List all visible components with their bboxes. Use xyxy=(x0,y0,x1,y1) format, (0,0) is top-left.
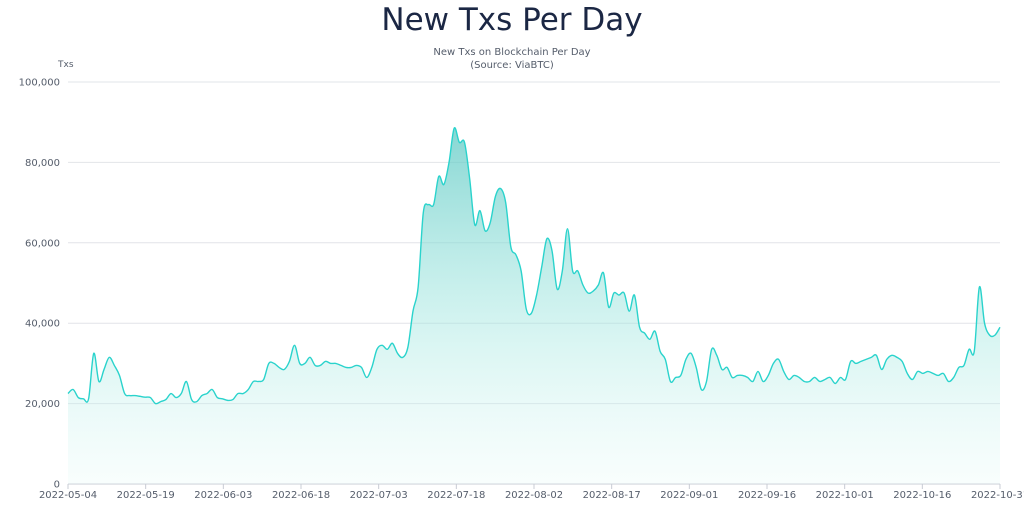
x-tick-label: 2022-07-03 xyxy=(350,490,408,501)
chart-subtitle-line-2: (Source: ViaBTC) xyxy=(470,60,554,71)
chart-subtitle: New Txs on Blockchain Per Day (Source: V… xyxy=(0,46,1024,72)
chart-title: New Txs Per Day xyxy=(381,2,643,38)
series-line xyxy=(67,127,1001,405)
y-tick-label: 60,000 xyxy=(25,238,60,249)
x-tick-label: 2022-09-16 xyxy=(738,490,796,501)
x-tick-label: 2022-05-04 xyxy=(39,490,97,501)
x-tick-label: 2022-06-03 xyxy=(194,490,252,501)
series-area xyxy=(68,127,1000,484)
x-tick-label: 2022-10-16 xyxy=(893,490,951,501)
y-axis: 0 20,000 40,000 60,000 80,000 100,000 xyxy=(19,78,60,491)
x-tick-label: 2022-10-31 xyxy=(971,490,1024,501)
chart-subtitle-line-1: New Txs on Blockchain Per Day xyxy=(433,47,591,58)
y-axis-label: Txs xyxy=(57,60,74,70)
y-tick-label: 100,000 xyxy=(19,78,60,89)
x-tick-label: 2022-08-02 xyxy=(505,490,563,501)
y-tick-label: 0 xyxy=(54,480,60,491)
y-tick-label: 40,000 xyxy=(25,319,60,330)
x-tick-label: 2022-06-18 xyxy=(272,490,330,501)
x-tick-label: 2022-09-01 xyxy=(660,490,718,501)
x-tick-label: 2022-10-01 xyxy=(816,490,874,501)
x-tick-label: 2022-05-19 xyxy=(117,490,175,501)
x-axis: 2022-05-04 2022-05-19 2022-06-03 2022-06-18… xyxy=(39,484,1024,501)
y-tick-label: 80,000 xyxy=(25,158,60,169)
x-tick-label: 2022-07-18 xyxy=(427,490,485,501)
y-tick-label: 20,000 xyxy=(25,399,60,410)
x-tick-label: 2022-08-17 xyxy=(583,490,641,501)
